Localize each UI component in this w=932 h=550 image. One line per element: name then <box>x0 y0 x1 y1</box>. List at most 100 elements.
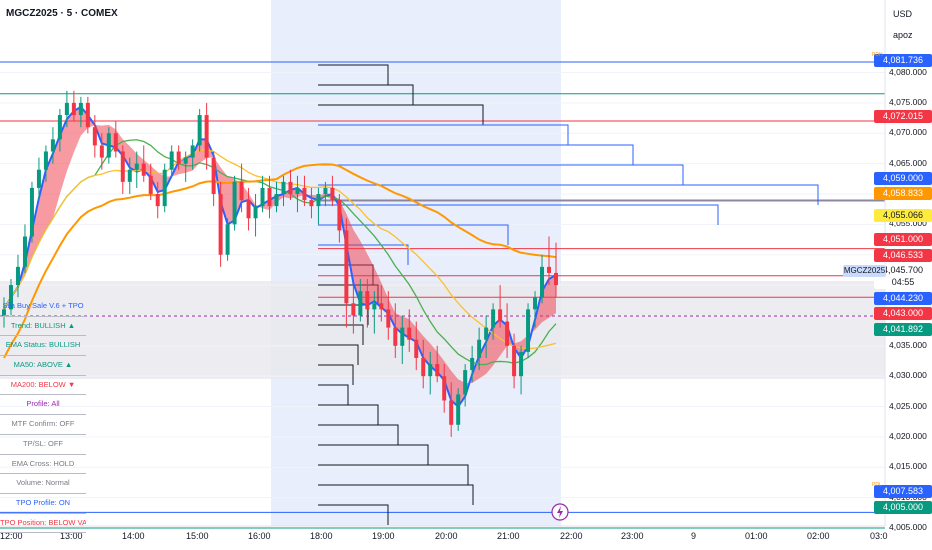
candle-body <box>211 157 216 194</box>
tpo-row <box>318 424 399 445</box>
status-row: Trend: BULLISH ▲ <box>0 317 86 337</box>
user-label: apoz <box>893 30 913 40</box>
price-tick-label: 4,005.000 <box>889 522 927 532</box>
candle-body <box>281 181 286 194</box>
candle-body <box>442 376 447 401</box>
candle-body <box>302 187 307 201</box>
tpo-row <box>318 504 389 525</box>
price-tick-label: 4,065.000 <box>889 157 927 168</box>
ma100-line <box>3 149 557 350</box>
status-row: MTF Confirm: OFF <box>0 415 86 435</box>
candle-body <box>519 351 524 377</box>
candle-body <box>274 193 279 207</box>
candle-body <box>113 133 118 152</box>
symbol-price-tag: MGCZ2025 <box>843 265 886 277</box>
candle-body <box>372 303 377 310</box>
price-tick-label: 4,035.000 <box>889 339 927 350</box>
candle-body <box>57 115 62 140</box>
indicator-status-table: Sila Buy Sale V.6 + TPO Trend: BULLISH ▲ E… <box>0 297 86 534</box>
time-tick-label: 18:00 <box>310 531 333 541</box>
candle-body <box>169 151 174 170</box>
time-tick-label: 16:00 <box>248 531 271 541</box>
candle-body <box>554 272 558 286</box>
candle-body <box>239 181 244 201</box>
candle-body <box>351 303 356 316</box>
candle-body <box>512 345 517 377</box>
candle-body <box>428 364 433 377</box>
candle-body <box>190 145 195 158</box>
candle-body <box>120 151 125 182</box>
time-tick-label: 13:00 <box>60 531 83 541</box>
price-tag: 4,055.066 <box>874 209 932 222</box>
candle-body <box>176 151 181 164</box>
candle-body <box>43 151 48 170</box>
tpo-row <box>318 484 474 505</box>
candle-body <box>127 169 132 182</box>
candle-body <box>267 187 272 207</box>
symbol-title[interactable]: MGCZ2025 · 5 · COMEX <box>6 8 118 19</box>
pdh-label: PDH <box>872 52 883 58</box>
time-tick-label: 03:0 <box>870 531 888 541</box>
tpo-row <box>318 344 359 365</box>
price-tag: 4,005.000 <box>874 501 932 514</box>
time-tick-label: 19:00 <box>372 531 395 541</box>
tpo-row <box>318 444 429 465</box>
candle-body <box>400 327 405 346</box>
candle-body <box>316 193 321 207</box>
candles <box>2 90 558 437</box>
price-tag: 04:55 <box>874 276 932 289</box>
candle-body <box>337 200 342 231</box>
candle-body <box>183 157 188 164</box>
ma50-line <box>3 139 557 366</box>
candle-body <box>106 133 111 158</box>
price-tag: 4,046.533 <box>874 249 932 262</box>
candle-body <box>162 169 167 207</box>
candle-body <box>64 102 69 116</box>
tpo-row <box>318 184 819 205</box>
tpo-row <box>318 324 364 345</box>
price-tag: 4,045.700 <box>874 264 932 277</box>
time-tick-label: 01:00 <box>745 531 768 541</box>
candle-body <box>477 339 482 358</box>
status-row: Volume: Normal <box>0 474 86 494</box>
status-row: TPO Position: BELOW VAL <box>0 514 86 534</box>
candle-body <box>232 181 237 225</box>
candle-body <box>379 303 384 310</box>
candle-body <box>295 187 300 194</box>
candle-body <box>204 115 209 158</box>
candle-body <box>449 400 454 425</box>
candle-body <box>92 127 97 146</box>
tpo-row <box>318 384 349 405</box>
price-tag: 4,007.583 <box>874 485 932 498</box>
time-tick-label: 15:00 <box>186 531 209 541</box>
ema-ribbon <box>4 106 556 407</box>
candle-body <box>225 224 230 255</box>
candle-body <box>386 309 391 328</box>
candle-body <box>526 309 531 352</box>
status-row: MA50: ABOVE ▲ <box>0 356 86 376</box>
candle-body <box>393 327 398 346</box>
time-tick-label: 02:00 <box>807 531 830 541</box>
candle-body <box>148 175 153 194</box>
candle-body <box>421 357 426 377</box>
candle-body <box>498 309 503 322</box>
candle-body <box>435 364 440 377</box>
pdl-label: PDL <box>872 482 882 488</box>
time-tick-label: 22:00 <box>560 531 583 541</box>
status-row: MA200: BELOW ▼ <box>0 376 86 396</box>
price-tick-label: 4,020.000 <box>889 430 927 441</box>
price-tag: 4,072.015 <box>874 110 932 123</box>
time-tick-label: 12:00 <box>0 531 23 541</box>
candle-body <box>344 230 349 304</box>
time-tick-label: 23:00 <box>621 531 644 541</box>
candle-body <box>22 236 27 267</box>
price-tag: 4,044.230 <box>874 292 932 305</box>
candle-body <box>414 339 419 358</box>
session-highlight <box>271 0 561 526</box>
price-tick-label: 4,030.000 <box>889 370 927 381</box>
candle-body <box>456 394 461 425</box>
candle-body <box>134 163 139 170</box>
candle-body <box>253 206 258 219</box>
time-tick-label: 9 <box>691 531 697 541</box>
